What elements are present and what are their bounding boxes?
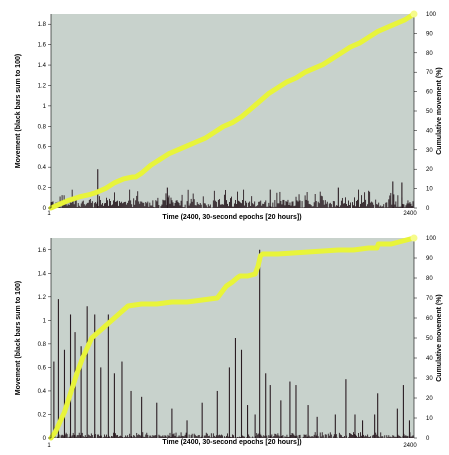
y2-tick-label: 10 bbox=[426, 416, 433, 422]
top-y2-axis-label: Cumulative movement (%) bbox=[436, 67, 443, 155]
y2-tick-label: 100 bbox=[426, 12, 437, 18]
y2-tick-label: 100 bbox=[426, 236, 437, 242]
top-x-tick-start: 1 bbox=[47, 211, 51, 217]
y2-tick-label: 80 bbox=[426, 276, 433, 282]
y-tick-label: 1.8 bbox=[38, 22, 47, 28]
y-tick-label: 0 bbox=[43, 436, 47, 442]
y-tick-label: 1.6 bbox=[38, 43, 47, 49]
y-tick-label: 0.2 bbox=[38, 186, 47, 192]
y2-tick-label: 80 bbox=[426, 51, 433, 57]
bottom-x-axis-label: Time (2400, 30-second epochs [20 hours]) bbox=[162, 439, 301, 446]
y-tick-label: 1.6 bbox=[38, 248, 47, 254]
y2-tick-label: 90 bbox=[426, 31, 433, 37]
y2-tick-label: 30 bbox=[426, 376, 433, 382]
cumulative-end-point bbox=[410, 234, 418, 242]
y2-tick-label: 40 bbox=[426, 356, 433, 362]
top-y-axis-label: Movement (black bars sum to 100) bbox=[15, 54, 22, 168]
y2-tick-label: 0 bbox=[426, 206, 430, 212]
y2-tick-label: 30 bbox=[426, 148, 433, 154]
bottom-y-axis-label: Movement (black bars sum to 100) bbox=[15, 281, 22, 395]
top-right-ticks: 0 10 20 30 40 50 60 70 80 90 100 bbox=[414, 12, 437, 212]
y2-tick-label: 20 bbox=[426, 396, 433, 402]
bottom-cumulative-line bbox=[48, 235, 417, 441]
top-chart: 0 0.2 0.4 0.6 0.8 1 1.2 1.4 1.6 1.8 0 10 20 30 40 50 60… bbox=[15, 10, 443, 221]
y-tick-label: 0.2 bbox=[38, 412, 47, 418]
y-tick-label: 0.8 bbox=[38, 124, 47, 130]
y2-tick-label: 0 bbox=[426, 436, 430, 442]
y-tick-label: 0 bbox=[43, 206, 47, 212]
top-x-tick-end: 2400 bbox=[403, 211, 417, 217]
bottom-chart: 0 0.2 0.4 0.6 0.8 1 1.2 1.4 1.6 0 10 20 30 40 50 60 70 8… bbox=[15, 234, 443, 449]
bottom-y2-axis-label: Cumulative movement (%) bbox=[436, 294, 443, 382]
y2-tick-label: 40 bbox=[426, 128, 433, 134]
y-tick-label: 0.4 bbox=[38, 165, 47, 171]
y2-tick-label: 60 bbox=[426, 316, 433, 322]
y2-tick-label: 10 bbox=[426, 187, 433, 193]
y2-tick-label: 20 bbox=[426, 167, 433, 173]
y-tick-label: 0.8 bbox=[38, 342, 47, 348]
y-tick-label: 1.2 bbox=[38, 295, 47, 301]
y-tick-label: 0.4 bbox=[38, 389, 47, 395]
bottom-plot-area bbox=[51, 238, 414, 438]
top-cumulative-line bbox=[48, 11, 417, 211]
bottom-x-tick-end: 2400 bbox=[403, 443, 417, 449]
y-tick-label: 0.6 bbox=[38, 145, 47, 151]
bottom-x-tick-start: 1 bbox=[47, 443, 51, 449]
y-tick-label: 1.4 bbox=[38, 63, 47, 69]
y2-tick-label: 50 bbox=[426, 336, 433, 342]
y-tick-label: 1.2 bbox=[38, 83, 47, 89]
y-tick-label: 1.4 bbox=[38, 271, 47, 277]
y2-tick-label: 70 bbox=[426, 70, 433, 76]
y2-tick-label: 60 bbox=[426, 90, 433, 96]
y-tick-label: 1 bbox=[43, 104, 47, 110]
y2-tick-label: 50 bbox=[426, 109, 433, 115]
cumulative-end-point bbox=[410, 10, 418, 18]
y-tick-label: 1 bbox=[43, 318, 47, 324]
y2-tick-label: 90 bbox=[426, 256, 433, 262]
y2-tick-label: 70 bbox=[426, 296, 433, 302]
bottom-left-ticks: 0 0.2 0.4 0.6 0.8 1 1.2 1.4 1.6 bbox=[38, 248, 51, 442]
top-x-axis-label: Time (2400, 30-second epochs [20 hours]) bbox=[162, 214, 301, 221]
top-left-ticks: 0 0.2 0.4 0.6 0.8 1 1.2 1.4 1.6 1.8 bbox=[38, 22, 51, 212]
y-tick-label: 0.6 bbox=[38, 365, 47, 371]
bottom-right-ticks: 0 10 20 30 40 50 60 70 80 90 100 bbox=[414, 236, 437, 442]
